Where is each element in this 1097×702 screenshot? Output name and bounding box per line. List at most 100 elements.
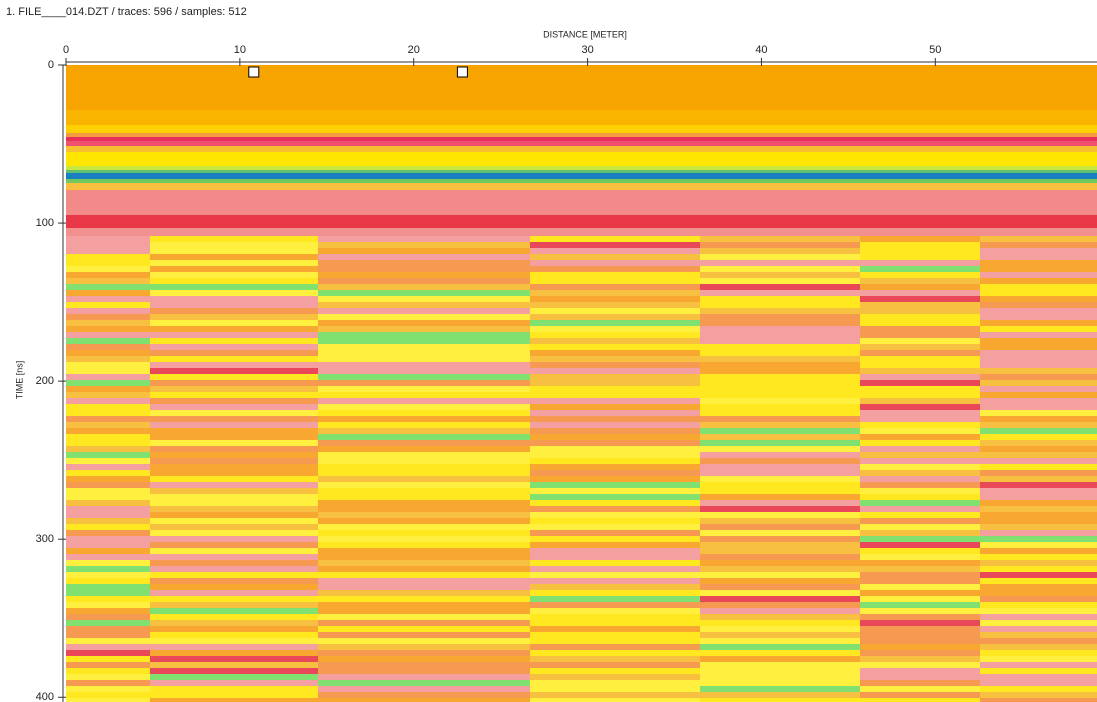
- radar-stripe: [860, 248, 980, 254]
- radar-stripe: [318, 416, 530, 422]
- radar-stripe: [860, 368, 980, 374]
- radar-stripe: [860, 434, 980, 440]
- radar-stripe: [700, 398, 860, 404]
- radar-stripe: [980, 356, 1097, 362]
- radar-stripe: [530, 638, 700, 644]
- radar-stripe: [700, 446, 860, 452]
- radar-stripe: [66, 548, 150, 554]
- radar-stripe: [700, 278, 860, 284]
- radar-stripe: [700, 440, 860, 446]
- radar-stripe: [150, 656, 318, 662]
- radar-stripe: [66, 632, 150, 638]
- radar-stripe: [530, 284, 700, 290]
- radar-stripe: [66, 410, 150, 416]
- radar-stripe: [66, 386, 150, 392]
- radar-stripe: [66, 392, 150, 398]
- radar-stripe: [66, 566, 150, 572]
- radar-stripe: [66, 458, 150, 464]
- radar-stripe: [318, 560, 530, 566]
- radar-stripe: [530, 356, 700, 362]
- radar-stripe: [980, 470, 1097, 476]
- radar-stripe: [860, 608, 980, 614]
- radar-stripe: [318, 260, 530, 266]
- radar-stripe: [860, 620, 980, 626]
- radar-stripe: [700, 494, 860, 500]
- radar-stripe: [66, 416, 150, 422]
- radar-stripe: [530, 452, 700, 458]
- radar-stripe: [530, 374, 700, 380]
- radar-stripe: [530, 596, 700, 602]
- y-tick-label: 200: [36, 375, 54, 387]
- radar-stripe: [980, 458, 1097, 464]
- radar-stripe: [700, 242, 860, 248]
- y-tick-label: 0: [48, 59, 54, 71]
- radar-stripe: [318, 650, 530, 656]
- radar-stripe: [980, 254, 1097, 260]
- radar-stripe: [980, 590, 1097, 596]
- radar-stripe: [860, 278, 980, 284]
- x-tick-label: 40: [755, 44, 767, 56]
- radar-stripe: [860, 494, 980, 500]
- radar-stripe: [66, 656, 150, 662]
- radar-stripe: [150, 416, 318, 422]
- radar-stripe: [530, 266, 700, 272]
- radar-stripe: [700, 464, 860, 470]
- radar-stripe: [700, 476, 860, 482]
- radar-stripe: [980, 452, 1097, 458]
- radar-stripe: [860, 326, 980, 332]
- radar-stripe: [318, 614, 530, 620]
- radar-stripe: [980, 446, 1097, 452]
- radar-stripe: [530, 254, 700, 260]
- radar-stripe: [150, 566, 318, 572]
- radar-stripe: [530, 326, 700, 332]
- radar-stripe: [980, 512, 1097, 518]
- radar-stripe: [700, 524, 860, 530]
- radar-stripe: [530, 434, 700, 440]
- radar-stripe: [860, 578, 980, 584]
- radar-stripe: [66, 308, 150, 314]
- radar-stripe: [980, 278, 1097, 284]
- radar-stripe: [530, 440, 700, 446]
- radar-stripe: [860, 446, 980, 452]
- radar-stripe: [150, 452, 318, 458]
- radar-stripe: [318, 452, 530, 458]
- radar-stripe: [318, 638, 530, 644]
- radar-stripe: [980, 302, 1097, 308]
- radar-stripe: [860, 458, 980, 464]
- radar-stripe: [700, 614, 860, 620]
- radar-stripe: [980, 614, 1097, 620]
- radar-stripe: [530, 686, 700, 692]
- radar-stripe: [66, 356, 150, 362]
- y-tick-label: 400: [36, 691, 54, 702]
- radar-stripe: [318, 464, 530, 470]
- radar-stripe: [700, 596, 860, 602]
- radar-stripe: [318, 548, 530, 554]
- radar-stripe: [318, 308, 530, 314]
- radar-stripe: [150, 560, 318, 566]
- radar-stripe: [700, 356, 860, 362]
- radar-stripe: [150, 680, 318, 686]
- radar-stripe: [530, 476, 700, 482]
- radar-stripe: [150, 338, 318, 344]
- radar-stripe: [150, 284, 318, 290]
- radar-stripe: [530, 524, 700, 530]
- radar-stripe: [150, 608, 318, 614]
- radar-stripe: [860, 338, 980, 344]
- radar-stripe: [860, 638, 980, 644]
- radar-stripe: [318, 326, 530, 332]
- radargram: [66, 65, 1097, 702]
- radar-stripe: [66, 506, 150, 512]
- radar-stripe: [530, 518, 700, 524]
- radar-stripe: [530, 488, 700, 494]
- radar-stripe: [860, 374, 980, 380]
- radar-stripe: [530, 338, 700, 344]
- radar-stripe: [530, 572, 700, 578]
- radar-stripe: [700, 488, 860, 494]
- radar-stripe: [530, 620, 700, 626]
- radar-stripe: [150, 578, 318, 584]
- radar-stripe: [860, 404, 980, 410]
- radar-stripe: [66, 680, 150, 686]
- radar-stripe: [530, 650, 700, 656]
- radar-band: [66, 183, 1097, 190]
- radar-stripe: [66, 302, 150, 308]
